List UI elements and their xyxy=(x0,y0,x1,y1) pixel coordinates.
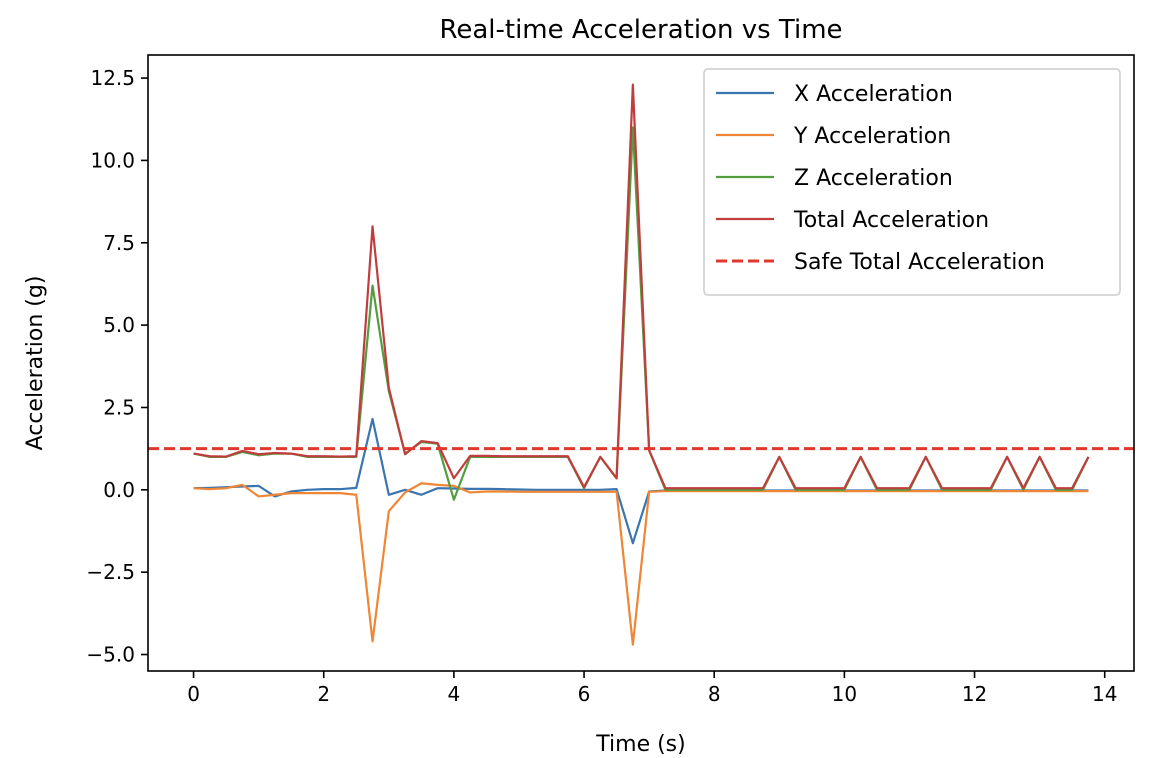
series-line-total-acceleration xyxy=(193,83,1090,490)
legend-box xyxy=(703,68,1121,296)
x-tick-label: 10 xyxy=(832,682,857,706)
legend-label-safe-total-acceleration: Safe Total Acceleration xyxy=(794,250,1045,275)
y-tick-label: −2.5 xyxy=(86,560,135,584)
x-axis-label: Time (s) xyxy=(595,732,685,757)
x-tick-label: 0 xyxy=(187,682,200,706)
x-tick-label: 2 xyxy=(317,682,330,706)
y-tick-label: −5.0 xyxy=(86,643,135,667)
legend-label-y-acceleration: Y Acceleration xyxy=(793,124,951,149)
series-line-x-acceleration xyxy=(193,417,1089,545)
series-group xyxy=(148,83,1134,646)
x-tick-label: 14 xyxy=(1092,682,1117,706)
plot-area xyxy=(148,83,1134,646)
plot-frame xyxy=(147,54,1135,672)
x-tick-label: 12 xyxy=(962,682,987,706)
x-tick-label: 8 xyxy=(708,682,721,706)
y-tick-label: 0.0 xyxy=(103,478,135,502)
y-axis-label: Acceleration (g) xyxy=(23,276,48,451)
chart-title: Real-time Acceleration vs Time xyxy=(439,15,842,45)
legend: X Acceleration Y Acceleration Z Accelerati… xyxy=(703,68,1121,296)
legend-label-x-acceleration: X Acceleration xyxy=(794,82,953,107)
x-tick-label: 6 xyxy=(578,682,591,706)
legend-label-z-acceleration: Z Acceleration xyxy=(794,166,953,191)
y-tick-label: 2.5 xyxy=(103,395,135,419)
y-tick-label: 5.0 xyxy=(103,313,135,337)
series-line-y-acceleration xyxy=(193,482,1089,646)
x-tick-label: 4 xyxy=(448,682,461,706)
axes: 0 2 4 6 8 10 12 14 −5.0 −2.5 0.0 2.5 5.0 7.5 10.0 12.5 xyxy=(86,54,1135,706)
y-tick-label: 10.0 xyxy=(90,148,135,172)
y-tick-label: 7.5 xyxy=(103,231,135,255)
y-tick-label: 12.5 xyxy=(90,66,135,90)
legend-label-total-acceleration: Total Acceleration xyxy=(793,208,989,233)
